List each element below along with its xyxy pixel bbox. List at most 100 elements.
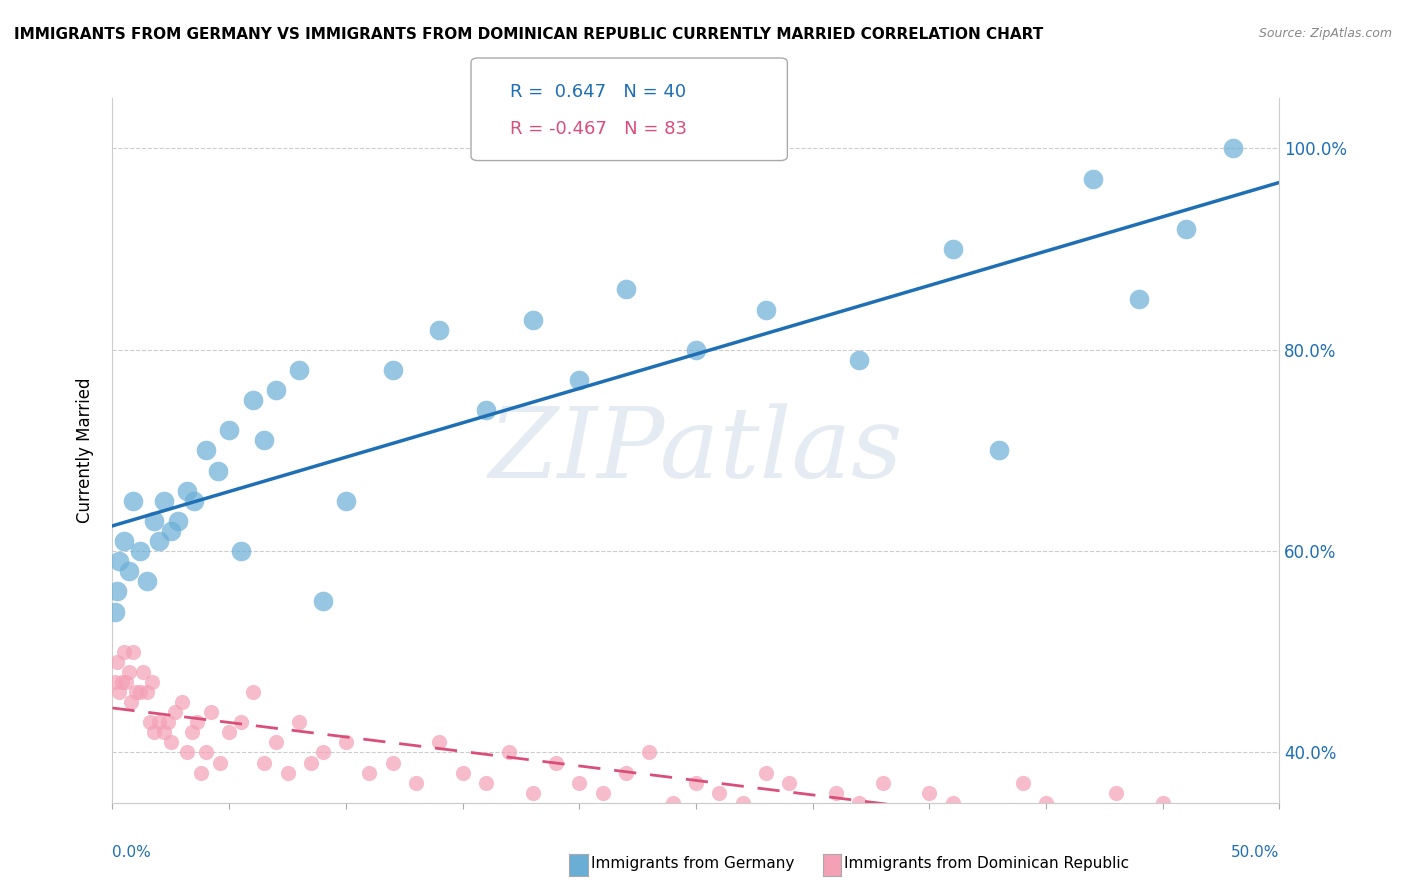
- Point: [218, 423, 240, 437]
- Point: [731, 796, 754, 810]
- Point: [120, 695, 142, 709]
- Point: [1152, 796, 1174, 810]
- Point: [194, 443, 217, 458]
- Point: [112, 534, 135, 549]
- Point: [778, 775, 800, 789]
- Point: [825, 786, 848, 800]
- Point: [614, 765, 637, 780]
- Point: [104, 605, 127, 619]
- Point: [207, 464, 229, 478]
- Point: [1268, 856, 1291, 871]
- Text: Immigrants from Germany: Immigrants from Germany: [591, 856, 794, 871]
- Point: [180, 725, 202, 739]
- Point: [122, 493, 145, 508]
- Point: [104, 675, 127, 690]
- Point: [475, 775, 498, 789]
- Point: [1081, 816, 1104, 830]
- Point: [988, 443, 1011, 458]
- Point: [157, 715, 180, 730]
- Point: [148, 534, 170, 549]
- Point: [242, 393, 264, 408]
- Point: [108, 554, 131, 568]
- Point: [183, 493, 205, 508]
- Point: [112, 645, 135, 659]
- Point: [118, 665, 141, 679]
- Point: [1035, 796, 1057, 810]
- Point: [1264, 876, 1286, 890]
- Point: [276, 765, 298, 780]
- Point: [122, 645, 145, 659]
- Point: [1222, 141, 1244, 155]
- Point: [359, 765, 381, 780]
- Point: [186, 715, 208, 730]
- Point: [229, 544, 252, 558]
- Point: [755, 765, 778, 780]
- Point: [264, 383, 287, 397]
- Point: [288, 363, 311, 377]
- Point: [685, 343, 707, 357]
- Point: [129, 544, 152, 558]
- Point: [190, 765, 212, 780]
- Point: [105, 655, 128, 669]
- Point: [148, 715, 170, 730]
- Point: [1128, 805, 1150, 820]
- Text: R = -0.467   N = 83: R = -0.467 N = 83: [510, 120, 688, 138]
- Point: [1128, 293, 1150, 307]
- Point: [253, 434, 276, 448]
- Point: [988, 816, 1011, 830]
- Point: [1265, 887, 1288, 892]
- Point: [848, 352, 870, 367]
- Point: [1222, 836, 1244, 850]
- Point: [132, 665, 155, 679]
- Point: [544, 756, 567, 770]
- Point: [242, 685, 264, 699]
- Text: R =  0.647   N = 40: R = 0.647 N = 40: [510, 83, 686, 101]
- Point: [311, 746, 333, 760]
- Point: [166, 514, 188, 528]
- Text: Source: ZipAtlas.com: Source: ZipAtlas.com: [1258, 27, 1392, 40]
- Point: [1011, 775, 1033, 789]
- Point: [965, 805, 987, 820]
- Text: IMMIGRANTS FROM GERMANY VS IMMIGRANTS FROM DOMINICAN REPUBLIC CURRENTLY MARRIED : IMMIGRANTS FROM GERMANY VS IMMIGRANTS FR…: [14, 27, 1043, 42]
- Point: [105, 584, 128, 599]
- Text: 50.0%: 50.0%: [1232, 845, 1279, 860]
- Point: [638, 746, 661, 760]
- Point: [1059, 805, 1081, 820]
- Point: [475, 403, 498, 417]
- Point: [942, 242, 965, 256]
- Point: [129, 685, 152, 699]
- Point: [755, 302, 778, 317]
- Point: [1081, 171, 1104, 186]
- Text: 0.0%: 0.0%: [112, 845, 152, 860]
- Point: [139, 715, 162, 730]
- Point: [115, 675, 138, 690]
- Point: [405, 775, 427, 789]
- Point: [111, 675, 134, 690]
- Point: [1257, 866, 1279, 880]
- Point: [685, 775, 707, 789]
- Point: [118, 564, 141, 578]
- Point: [160, 524, 183, 538]
- Point: [218, 725, 240, 739]
- Point: [568, 775, 591, 789]
- Point: [229, 715, 252, 730]
- Text: Immigrants from Dominican Republic: Immigrants from Dominican Republic: [844, 856, 1129, 871]
- Point: [143, 514, 166, 528]
- Point: [153, 493, 176, 508]
- Point: [172, 695, 194, 709]
- Point: [153, 725, 176, 739]
- Point: [136, 685, 159, 699]
- Point: [381, 363, 404, 377]
- Point: [942, 796, 965, 810]
- Point: [108, 685, 131, 699]
- Point: [264, 735, 287, 749]
- Point: [311, 594, 333, 608]
- Point: [1244, 846, 1267, 860]
- Point: [427, 735, 450, 749]
- Point: [451, 765, 474, 780]
- Point: [176, 746, 198, 760]
- Point: [288, 715, 311, 730]
- Point: [614, 282, 637, 296]
- Point: [894, 805, 917, 820]
- Point: [872, 775, 894, 789]
